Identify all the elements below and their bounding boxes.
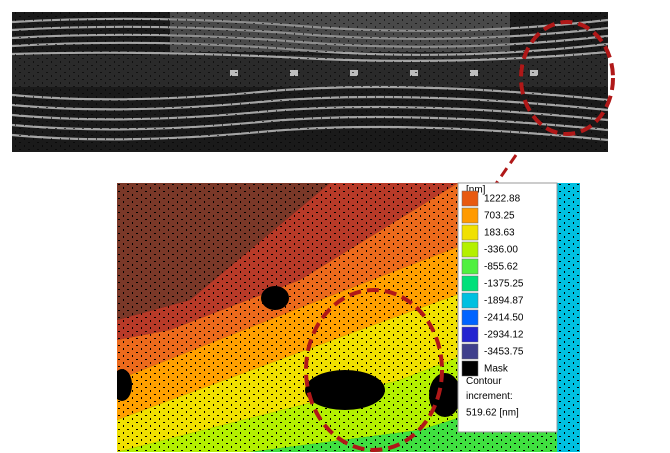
- contour-increment: 519.62 [nm]: [466, 408, 519, 419]
- legend-label: -3453.75: [484, 347, 524, 358]
- legend-swatch: [462, 344, 478, 359]
- legend-swatch: [462, 361, 478, 376]
- moire-image: [12, 12, 608, 152]
- legend-swatch: [462, 310, 478, 325]
- figure: [nm] Contour increment: 519.62 [nm] 1222…: [0, 0, 670, 453]
- legend-label: 183.63: [484, 228, 515, 239]
- legend-label: -336.00: [484, 245, 518, 256]
- legend: [nm] Contour increment: 519.62 [nm] 1222…: [458, 183, 557, 432]
- legend-label: -2414.50: [484, 313, 524, 324]
- legend-swatch: [462, 208, 478, 223]
- legend-swatch: [462, 276, 478, 291]
- legend-label: 1222.88: [484, 194, 521, 205]
- legend-swatch: [462, 191, 478, 206]
- legend-swatch: [462, 225, 478, 240]
- legend-label: -1894.87: [484, 296, 524, 307]
- legend-label: Mask: [484, 364, 509, 375]
- legend-swatch: [462, 293, 478, 308]
- legend-label: -855.62: [484, 262, 518, 273]
- legend-label: -2934.12: [484, 330, 524, 341]
- legend-swatch: [462, 327, 478, 342]
- legend-swatch: [462, 259, 478, 274]
- legend-label: -1375.25: [484, 279, 524, 290]
- legend-label: 703.25: [484, 211, 515, 222]
- legend-swatch: [462, 242, 478, 257]
